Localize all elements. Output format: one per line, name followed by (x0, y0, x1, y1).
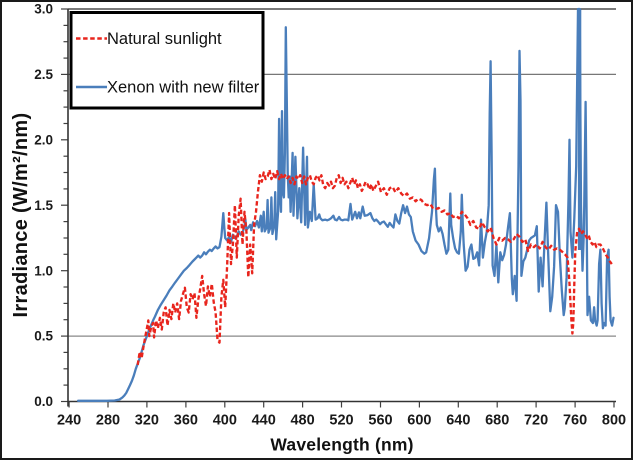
svg-text:520: 520 (329, 413, 353, 429)
svg-text:800: 800 (602, 413, 626, 429)
svg-text:600: 600 (407, 413, 431, 429)
svg-text:680: 680 (485, 413, 509, 429)
svg-text:360: 360 (174, 413, 198, 429)
svg-text:560: 560 (368, 413, 392, 429)
svg-text:400: 400 (213, 413, 237, 429)
svg-text:0.0: 0.0 (34, 394, 53, 409)
svg-text:320: 320 (135, 413, 159, 429)
svg-text:Natural sunlight: Natural sunlight (107, 30, 222, 48)
svg-text:240: 240 (57, 413, 81, 429)
svg-text:3.0: 3.0 (34, 2, 53, 17)
svg-text:Wavelength (nm): Wavelength (nm) (270, 435, 413, 455)
svg-text:1.0: 1.0 (34, 263, 53, 278)
svg-text:760: 760 (563, 413, 587, 429)
svg-text:2.0: 2.0 (34, 132, 53, 147)
svg-text:280: 280 (96, 413, 120, 429)
svg-text:Xenon with new filter: Xenon with new filter (107, 79, 260, 97)
svg-text:440: 440 (252, 413, 276, 429)
svg-text:2.5: 2.5 (34, 67, 53, 82)
svg-text:0.5: 0.5 (34, 329, 53, 344)
svg-text:1.5: 1.5 (34, 198, 53, 213)
svg-text:Irradiance (W/m²/nm): Irradiance (W/m²/nm) (10, 113, 32, 318)
svg-text:480: 480 (290, 413, 314, 429)
svg-text:640: 640 (446, 413, 470, 429)
svg-text:720: 720 (524, 413, 548, 429)
